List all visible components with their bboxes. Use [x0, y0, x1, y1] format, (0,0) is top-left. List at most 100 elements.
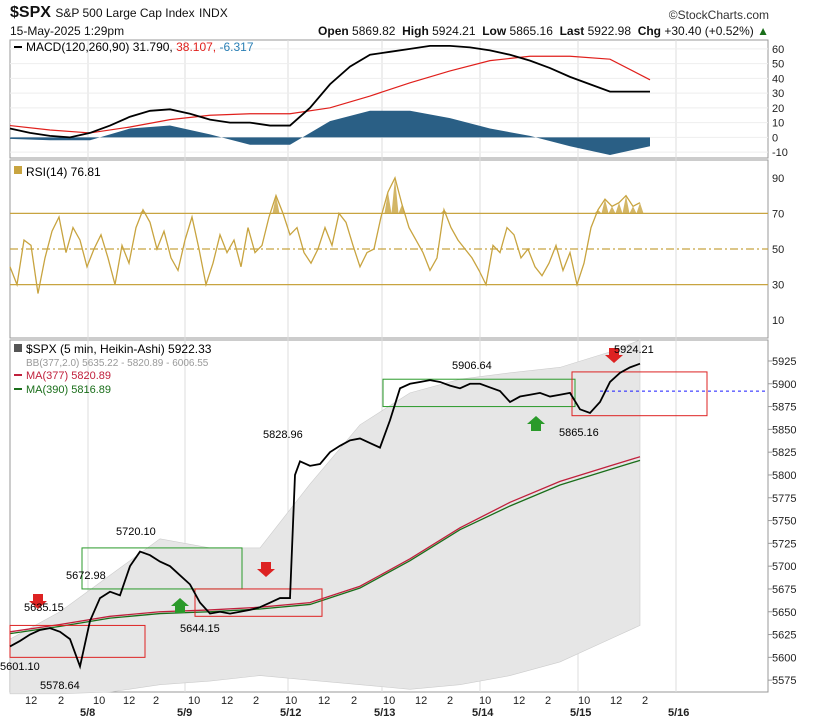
macd-legend-hist: -6.317 — [219, 40, 253, 54]
x-tick-label: 12 — [318, 695, 330, 707]
chg-label: Chg — [637, 24, 662, 38]
arrow-down-icon — [257, 562, 275, 577]
panel-frame-macd — [9, 39, 769, 159]
price-tick-label: 5875 — [772, 402, 796, 414]
x-tick-label: 2 — [642, 695, 648, 707]
bb-legend: BB(377,2.0) 5635.22 - 5820.89 - 6006.55 — [26, 358, 209, 369]
price-annotation: 5635.15 — [24, 602, 64, 614]
macd-tick-label: 0 — [772, 132, 778, 144]
date-label: 5/9 — [177, 707, 192, 717]
arrow-down-icon — [29, 594, 47, 609]
x-tick-label: 10 — [93, 695, 105, 707]
macd-legend-signal: 38.107, — [176, 40, 219, 54]
price-annotation: 5924.21 — [614, 344, 654, 356]
rsi-tick-label: 90 — [772, 173, 784, 185]
macd-tick-label: 10 — [772, 118, 784, 130]
x-tick-label: 12 — [221, 695, 233, 707]
x-tick-label: 12 — [415, 695, 427, 707]
date-label: 5/8 — [80, 707, 95, 717]
date-label: 5/12 — [280, 707, 301, 717]
macd-tick-label: 30 — [772, 88, 784, 100]
arrow-down-icon — [605, 348, 623, 363]
price-tick-label: 5900 — [772, 379, 796, 391]
ma377-line — [9, 456, 641, 633]
price-tick-label: 5775 — [772, 493, 796, 505]
macd-tick-label: 40 — [772, 73, 784, 85]
x-tick-label: 10 — [285, 695, 297, 707]
rsi-tick-label: 30 — [772, 280, 784, 292]
price-tick-label: 5750 — [772, 516, 796, 528]
ma377-legend: MA(377) 5820.89 — [26, 370, 111, 382]
price-annotation: 5644.15 — [180, 623, 220, 635]
price-tick-label: 5675 — [772, 584, 796, 596]
exchange: INDX — [199, 6, 228, 20]
rsi-tick-label: 10 — [772, 315, 784, 327]
price-tick-label: 5825 — [772, 447, 796, 459]
bollinger-band — [9, 339, 641, 695]
macd-tick-label: 20 — [772, 103, 784, 115]
open-value: 5869.82 — [352, 24, 396, 38]
high-label: High — [402, 24, 429, 38]
macd-histogram — [10, 110, 650, 156]
price-annotation: 5906.64 — [452, 360, 492, 372]
price-line — [9, 362, 641, 670]
price-legend-swatch — [14, 344, 22, 352]
x-tick-label: 2 — [58, 695, 64, 707]
price-tick-label: 5925 — [772, 356, 796, 368]
panel-frame-price — [9, 339, 769, 693]
price-tick-label: 5625 — [772, 630, 796, 642]
macd-tick-label: -10 — [772, 147, 788, 159]
rsi-line — [9, 175, 641, 294]
symbol: $SPX — [10, 4, 51, 21]
price-annotation: 5720.10 — [116, 526, 156, 538]
datetime: 15-May-2025 1:29pm — [10, 24, 125, 38]
date-label: 5/16 — [668, 707, 689, 717]
x-tick-label: 2 — [545, 695, 551, 707]
date-label: 5/15 — [570, 707, 591, 717]
x-tick-label: 2 — [447, 695, 453, 707]
price-tick-label: 5800 — [772, 470, 796, 482]
low-label: Low — [482, 24, 507, 38]
price-tick-label: 5650 — [772, 607, 796, 619]
pattern-box — [81, 547, 243, 590]
price-tick-label: 5725 — [772, 538, 796, 550]
price-annotation: 5578.64 — [40, 680, 80, 692]
price-annotation: 5828.96 — [263, 429, 303, 441]
price-annotation: 5601.10 — [0, 661, 40, 673]
chart-title: $SPX S&P 500 Large Cap Index INDX — [10, 4, 228, 22]
price-tick-label: 5700 — [772, 561, 796, 573]
low-value: 5865.16 — [509, 24, 553, 38]
ma390-line — [9, 459, 641, 635]
x-tick-label: 2 — [153, 695, 159, 707]
brand-logo: ©StockCharts.com — [668, 8, 769, 22]
last-value: 5922.98 — [587, 24, 632, 38]
price-tick-label: 5850 — [772, 424, 796, 436]
price-tick-label: 5575 — [772, 675, 796, 687]
price-annotation: 5672.98 — [66, 570, 106, 582]
chg-value: +30.40 (+0.52%) — [664, 24, 754, 38]
rsi-overbought-fill — [139, 177, 644, 214]
macd-legend: MACD(120,260,90) 31.790, 38.107, -6.317 — [26, 40, 254, 54]
rsi-legend-swatch — [14, 166, 22, 174]
arrow-up-icon — [527, 416, 545, 431]
up-triangle-icon: ▲ — [757, 24, 769, 38]
x-tick-label: 12 — [513, 695, 525, 707]
quote-strip: Open 5869.82 High 5924.21 Low 5865.16 La… — [318, 24, 769, 38]
rsi-tick-label: 50 — [772, 244, 784, 256]
price-annotation: 5865.16 — [559, 427, 599, 439]
x-tick-label: 12 — [610, 695, 622, 707]
price-tick-label: 5600 — [772, 652, 796, 664]
x-tick-label: 12 — [123, 695, 135, 707]
pattern-box — [571, 371, 708, 417]
rsi-tick-label: 70 — [772, 208, 784, 220]
x-tick-label: 10 — [479, 695, 491, 707]
x-tick-label: 10 — [578, 695, 590, 707]
x-tick-label: 2 — [351, 695, 357, 707]
ma390-legend: MA(390) 5816.89 — [26, 384, 111, 396]
macd-tick-label: 60 — [772, 44, 784, 56]
x-tick-label: 2 — [253, 695, 259, 707]
pattern-box — [194, 588, 323, 617]
x-tick-label: 12 — [25, 695, 37, 707]
